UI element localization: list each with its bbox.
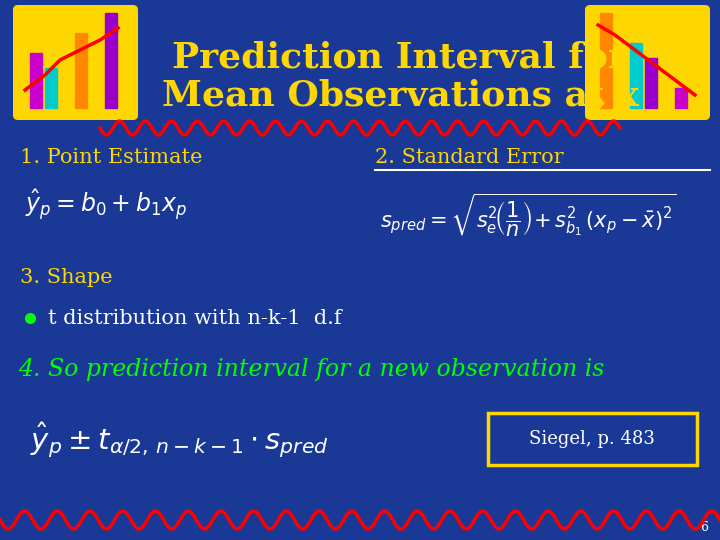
Bar [615,28,627,108]
Text: Mean Observations at x: Mean Observations at x [161,78,639,112]
Text: 2. Standard Error: 2. Standard Error [375,148,564,167]
Bar [675,88,687,108]
Bar [60,43,72,108]
Text: $s_{pred} = \sqrt{s_e^2\!\left(\dfrac{1}{n}\right)\! + s_{b_1}^2\,(x_p - \bar{x}: $s_{pred} = \sqrt{s_e^2\!\left(\dfrac{1}… [380,191,677,239]
FancyBboxPatch shape [13,5,138,120]
Text: 6: 6 [700,521,708,534]
FancyBboxPatch shape [585,5,710,120]
Bar [660,73,672,108]
Bar [645,58,657,108]
Bar [630,43,642,108]
Text: 1. Point Estimate: 1. Point Estimate [20,148,202,167]
Bar [45,68,57,108]
Text: 3. Shape: 3. Shape [20,268,112,287]
FancyBboxPatch shape [488,413,697,465]
Bar [90,23,102,108]
Text: p: p [588,92,603,114]
Bar [75,33,87,108]
Text: Prediction Interval for: Prediction Interval for [173,40,628,74]
Bar [105,13,117,108]
Text: $\hat{y}_p \pm t_{\alpha/2,\,n-k-1} \cdot s_{pred}$: $\hat{y}_p \pm t_{\alpha/2,\,n-k-1} \cdo… [30,420,329,460]
Bar [600,13,612,108]
Bar [30,53,42,108]
Text: Siegel, p. 483: Siegel, p. 483 [529,430,655,448]
Text: t distribution with n-k-1  d.f: t distribution with n-k-1 d.f [48,308,341,327]
Text: 4. So prediction interval for a new observation is: 4. So prediction interval for a new obse… [18,358,604,381]
Text: $\hat{y}_p = b_0 + b_1 x_p$: $\hat{y}_p = b_0 + b_1 x_p$ [25,187,187,222]
